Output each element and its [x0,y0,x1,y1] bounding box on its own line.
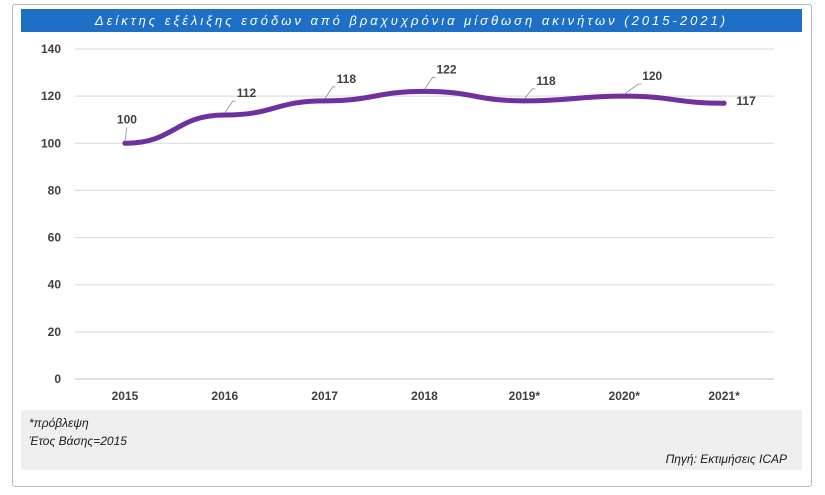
forecast-note: *πρόβλεψη [29,416,89,430]
data-point [621,93,627,99]
data-label: 112 [237,86,257,100]
data-label: 120 [642,69,662,83]
y-axis-ticks: 0 20 40 60 80 100 120 140 [41,42,61,386]
chart-title: Δείκτης εξέλιξης εσόδων από βραχυχρόνια … [21,9,802,32]
y-tick-label: 140 [41,42,61,56]
y-tick-label: 0 [54,372,61,386]
data-label: 100 [117,112,137,126]
y-tick-label: 40 [48,278,62,292]
series-line [122,88,727,146]
x-axis-ticks: 2015 2016 2017 2018 2019* 2020* 2021* [112,389,741,403]
plot-area: 0 20 40 60 80 100 120 140 2015 2016 2017 2018 2019*… [21,32,802,410]
source-note: Πηγή: Εκτιμήσεις ICAP [665,452,787,466]
data-point [422,88,427,94]
leader-line [623,83,642,95]
data-label: 118 [536,74,556,88]
x-tick-label: 2019* [509,389,541,403]
x-tick-label: 2017 [311,389,338,403]
data-point [122,140,128,146]
chart-footer: *πρόβλεψη Έτος Βάσης=2015 Πηγή: Εκτιμήσε… [21,410,802,470]
leader-line [224,100,236,114]
series-line-path [122,88,727,146]
leader-line [524,88,536,100]
data-label: 117 [736,94,756,108]
data-labels: 100 112 118 122 118 120 117 [117,62,756,142]
leader-line [124,127,128,142]
x-tick-label: 2020* [609,389,641,403]
y-tick-label: 100 [41,136,61,150]
y-tick-label: 120 [41,89,61,103]
data-label: 122 [437,62,457,76]
y-tick-label: 20 [48,325,62,339]
y-tick-label: 80 [48,183,62,197]
x-tick-label: 2015 [112,389,139,403]
leader-line [324,86,336,100]
data-point [322,98,328,104]
x-tick-label: 2016 [211,389,238,403]
x-tick-label: 2018 [411,389,438,403]
data-point [721,100,727,106]
base-year-note: Έτος Βάσης=2015 [29,434,127,448]
x-tick-label: 2021* [708,389,740,403]
data-point [521,98,527,104]
data-point [222,112,228,118]
leader-line [424,77,436,90]
y-tick-label: 60 [48,231,62,245]
line-chart: 0 20 40 60 80 100 120 140 2015 2016 2017 2018 2019*… [41,42,774,403]
data-label: 118 [337,72,357,86]
